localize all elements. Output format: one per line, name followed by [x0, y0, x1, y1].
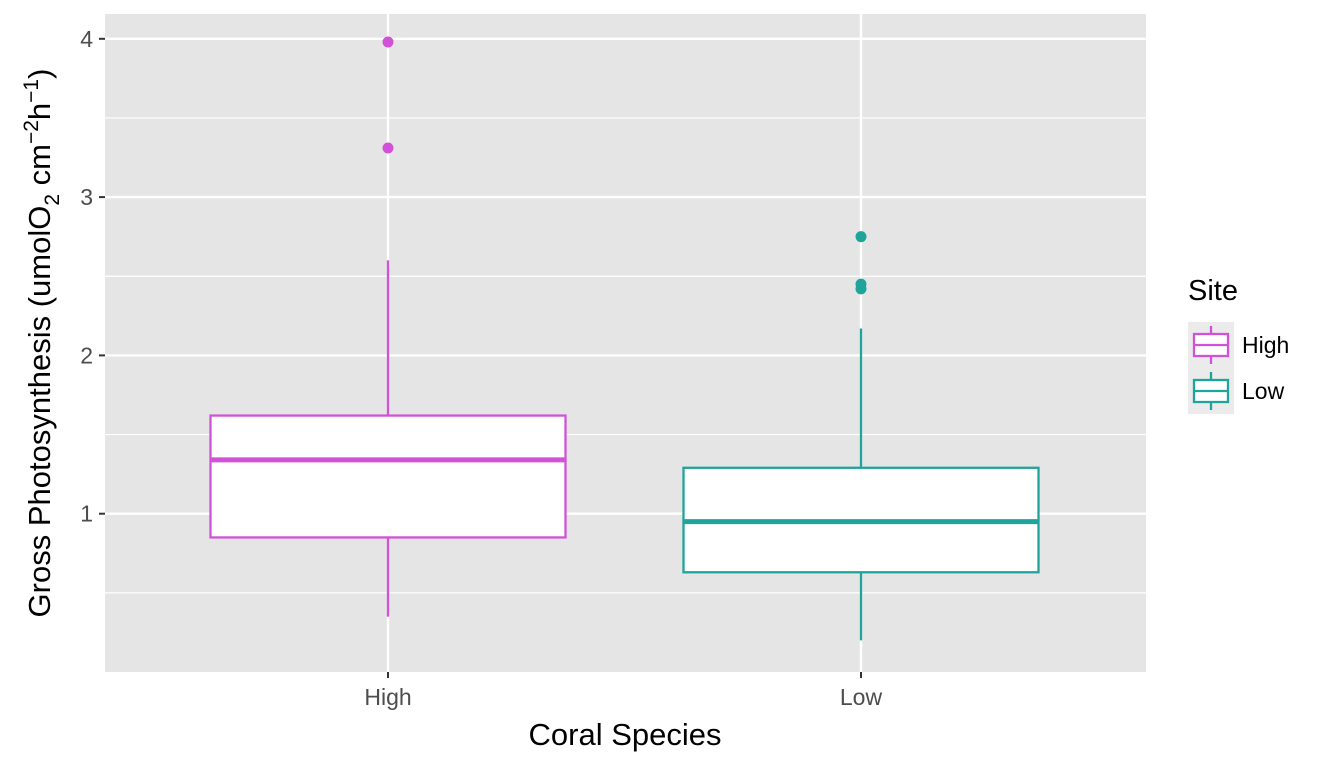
outlier-point-low — [855, 278, 867, 290]
x-tick-label: High — [364, 684, 411, 710]
y-axis-title-subscript: 2 — [41, 194, 64, 206]
outlier-point-low — [855, 231, 867, 243]
y-tick-label: 1 — [80, 501, 93, 527]
y-axis-title-superscript-1: −2 — [20, 120, 43, 144]
y-axis-title-h: h — [22, 103, 57, 120]
legend-label-high: High — [1242, 332, 1289, 358]
y-axis-title-cm: cm — [22, 144, 57, 194]
box-series — [209, 36, 1040, 641]
y-axis: 1 2 3 4 — [80, 26, 105, 527]
y-axis-title: Gross Photosynthesis (umolO2 cm−2h−1) — [20, 69, 64, 618]
legend-keys: High Low — [1188, 322, 1289, 414]
outlier-point-high — [382, 36, 394, 48]
legend-title: Site — [1188, 275, 1238, 307]
y-tick-label: 3 — [80, 184, 93, 210]
x-axis-title: Coral Species — [529, 717, 722, 752]
y-axis-title-suffix: ) — [22, 69, 57, 79]
outlier-point-high — [382, 142, 394, 154]
legend-label-low: Low — [1242, 378, 1285, 404]
x-tick-label: Low — [840, 684, 883, 710]
legend: Site High Low — [1188, 275, 1289, 414]
y-tick-label: 4 — [80, 26, 93, 52]
y-tick-label: 2 — [80, 342, 93, 368]
box-high — [209, 414, 567, 539]
y-axis-title-prefix: Gross Photosynthesis (umolO — [22, 206, 57, 618]
y-axis-title-superscript-2: −1 — [20, 79, 43, 103]
x-axis: High Low — [364, 672, 882, 710]
